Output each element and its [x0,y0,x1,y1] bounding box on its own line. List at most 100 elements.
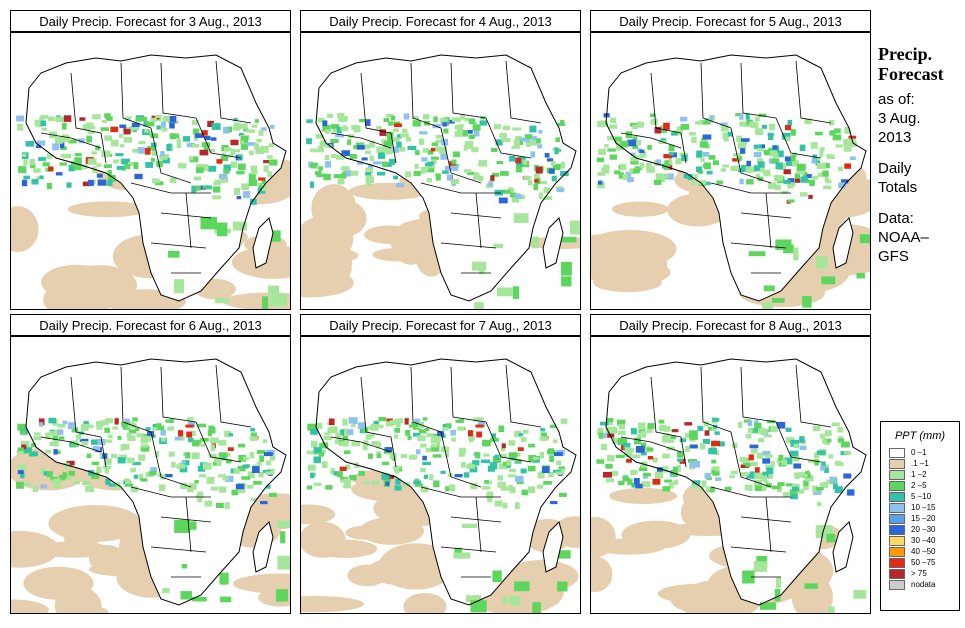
precip-cell [627,478,633,486]
precip-cell [33,168,41,173]
precip-cell [176,142,182,149]
precip-cell [522,159,528,165]
precip-cell [440,153,448,160]
precip-cell [756,147,765,152]
precip-cell [762,458,771,464]
precip-cell [40,115,49,119]
precip-cell [376,125,382,130]
precip-cell [128,161,134,166]
precip-cell [91,461,100,466]
precip-cell [627,177,634,183]
precip-cell [263,439,268,444]
precip-cell [708,426,713,431]
precip-cell [155,423,162,427]
precip-cell [547,158,554,162]
precip-cell [258,471,264,478]
precip-cell [512,286,520,300]
legend-item: 15 –20 [881,513,959,524]
precip-map [590,336,871,614]
precip-cell [663,122,670,130]
precip-cell [168,115,177,123]
light-precip-area [311,184,357,232]
precip-map [300,336,581,614]
precip-cell [537,144,543,149]
precip-cell [29,159,36,166]
precip-cell [191,452,200,460]
precip-cell [814,452,819,459]
precip-cell [509,595,521,606]
precip-cell [55,116,64,122]
precip-cell [243,128,248,132]
legend-item: 20 –30 [881,524,959,535]
precip-cell [220,155,229,162]
precip-cell [191,143,200,148]
precip-cell [763,434,772,438]
precip-cell [313,456,321,464]
precip-cell [524,138,532,143]
precip-cell [144,147,151,155]
precip-cell [454,473,463,478]
precip-cell [390,146,400,153]
precip-cell [75,434,82,440]
precip-cell [254,119,259,123]
precip-cell [101,150,111,158]
precip-cell [80,164,88,170]
precip-cell [618,480,625,486]
precip-cell [620,163,627,171]
precip-cell [640,442,647,447]
precip-cell [124,483,134,487]
precip-cell [560,261,572,276]
precip-cell [224,430,232,438]
precip-cell [249,436,258,441]
precip-cell [130,468,136,473]
precip-cell [746,160,751,168]
precip-cell [535,138,541,144]
country-border [360,376,392,438]
precip-cell [794,178,801,183]
precip-cell [25,141,35,147]
precip-cell [82,124,91,130]
precip-cell [262,296,269,309]
precip-cell [231,149,241,153]
precip-cell [91,472,100,480]
precip-cell [206,476,215,484]
precip-cell [192,596,207,602]
precip-cell [118,454,128,460]
precip-cell [757,161,765,168]
light-precip-area [301,268,354,298]
precip-cell [464,129,473,134]
precip-cell [811,158,817,164]
precip-cell [198,474,206,478]
side-title-line1: Precip. [878,44,933,64]
precip-cell [130,486,139,493]
precip-cell [71,427,79,433]
precip-cell [508,452,518,458]
precip-cell [313,447,322,454]
precip-cell [270,293,287,307]
precip-cell [837,166,843,172]
precip-cell [826,533,836,543]
precip-cell [767,132,774,137]
country-border [505,364,542,428]
precip-cell [343,485,352,489]
precip-cell [641,481,651,488]
precip-cell [134,427,140,432]
precip-cell [607,432,615,438]
legend-item: 30 –40 [881,535,959,546]
precip-cell [104,135,113,141]
precip-cell [799,144,806,152]
precip-cell [514,430,522,438]
precip-cell [508,187,514,194]
precip-cell [231,489,239,496]
precip-cell [502,597,508,604]
precip-cell [828,454,834,459]
precip-cell [110,126,119,133]
precip-cell [155,114,162,118]
precip-cell [377,171,386,176]
precip-cell [737,167,746,173]
precip-cell [556,460,562,466]
legend-swatch [889,469,905,480]
precip-cell [555,186,564,190]
precip-cell [654,126,662,134]
legend-swatch [889,568,905,579]
